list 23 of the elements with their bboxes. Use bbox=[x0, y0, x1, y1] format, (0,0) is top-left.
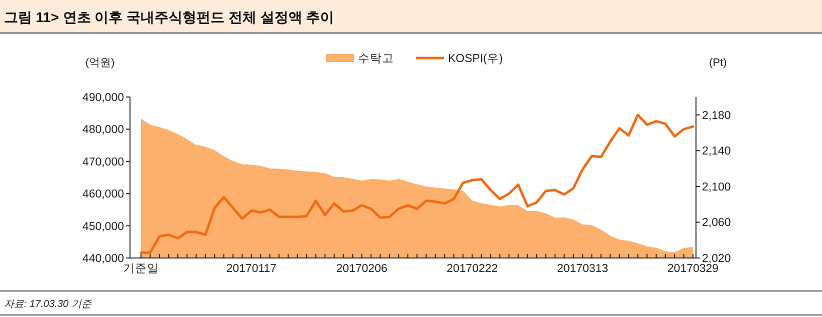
x-tick-label: 20170313 bbox=[557, 263, 608, 275]
y2-tick-label: 2,180 bbox=[702, 110, 731, 122]
y-tick-label: 480,000 bbox=[82, 124, 124, 136]
y2-tick-label: 2,140 bbox=[702, 146, 731, 158]
x-tick-label: 20170329 bbox=[667, 263, 719, 275]
y-tick-label: 490,000 bbox=[82, 92, 124, 104]
y2-axis-title: (Pt) bbox=[709, 57, 727, 69]
x-tick-label: 20170117 bbox=[226, 263, 277, 275]
y-tick-label: 460,000 bbox=[82, 188, 124, 201]
y-tick-label: 470,000 bbox=[82, 156, 124, 168]
y2-tick-label: 2,100 bbox=[702, 181, 731, 194]
x-tick-label: 기준일 bbox=[123, 263, 159, 275]
legend-label: 수탁고 bbox=[358, 53, 394, 65]
legend-label: KOSPI(우) bbox=[448, 53, 503, 65]
y2-tick-label: 2,060 bbox=[702, 217, 731, 230]
y2-tick-label: 2,020 bbox=[702, 253, 731, 265]
x-tick-label: 20170206 bbox=[336, 263, 388, 275]
text: 자료: 17.03.30 기준 bbox=[4, 299, 92, 310]
y-tick-label: 440,000 bbox=[82, 253, 124, 265]
y-tick-label: 450,000 bbox=[82, 220, 124, 233]
chart-title: 그림 11> 연초 이후 국내주식형펀드 전체 설정액 추이 bbox=[4, 9, 334, 25]
x-tick-label: 20170222 bbox=[446, 263, 498, 275]
y-axis-title: (억원) bbox=[85, 57, 115, 69]
